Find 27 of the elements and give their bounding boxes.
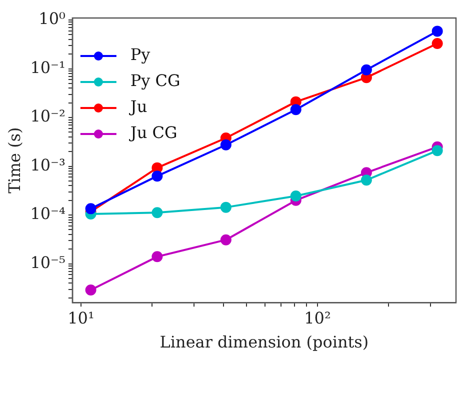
point [152, 170, 163, 182]
point [152, 251, 163, 262]
x-tick-label: 10² [304, 308, 331, 328]
point [432, 38, 443, 49]
x-axis-title: Linear dimension (points) [160, 332, 369, 352]
point [360, 174, 372, 186]
y-tick-label: 10⁻³ [30, 155, 66, 174]
legend-label: Ju [128, 97, 148, 116]
point [290, 104, 302, 116]
legend-label: Py [130, 45, 150, 64]
point [360, 64, 372, 76]
y-axis-title: Time (s) [4, 127, 24, 194]
point [290, 190, 302, 202]
y-tick-label: 10⁰ [38, 9, 66, 28]
y-tick-label: 10⁻⁵ [30, 252, 66, 272]
y-tick-label: 10⁻² [30, 106, 66, 126]
point [220, 234, 232, 246]
point [152, 207, 163, 218]
legend-label: Py CG [130, 71, 180, 90]
y-tick-label: 10⁻¹ [30, 58, 66, 77]
point [432, 145, 443, 156]
point [220, 139, 232, 150]
point [220, 202, 232, 213]
x-tick-label: 10¹ [68, 308, 94, 328]
legend-label: Ju CG [128, 123, 178, 142]
y-tick-label: 10⁻⁴ [30, 204, 66, 224]
point [432, 26, 443, 37]
